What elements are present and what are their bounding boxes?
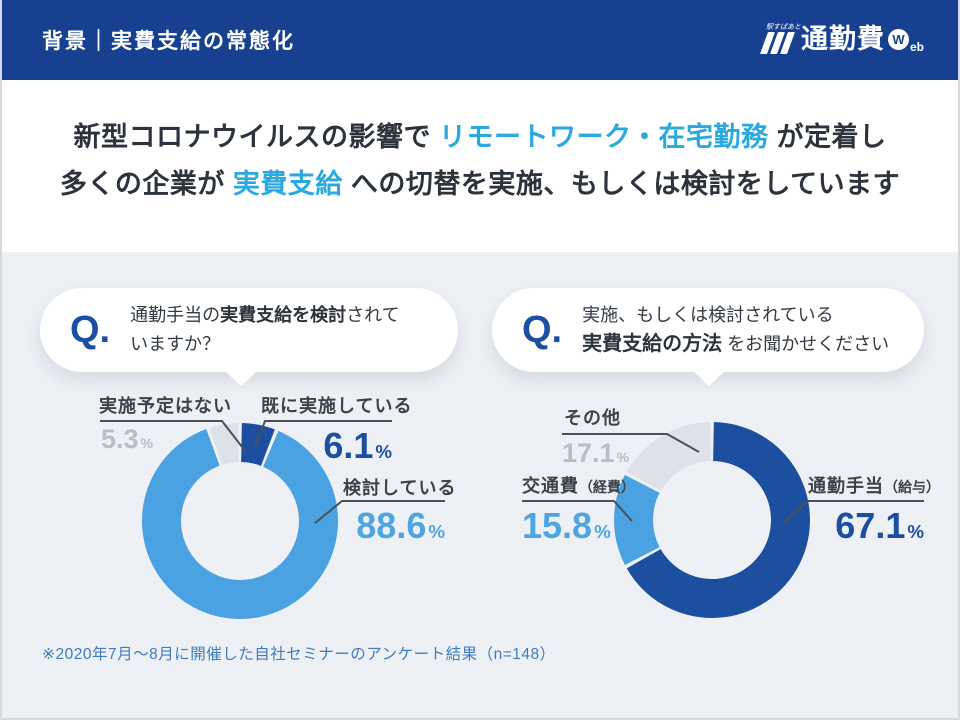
- connector-line: [782, 500, 924, 524]
- web-badge-icon: W: [887, 28, 909, 50]
- connector-line: [522, 500, 633, 522]
- connector-line: [254, 420, 392, 448]
- segment-label-kotsuhi: 交通費（経費）: [522, 476, 635, 496]
- headline-line-1: 新型コロナウイルスの影響で リモートワーク・在宅勤務 が定着し: [73, 122, 887, 152]
- segment-label-considering: 検討している: [343, 478, 457, 498]
- segment-label-teate: 通勤手当（給与）: [808, 476, 940, 496]
- segment-value-considering: 88.6%: [356, 505, 445, 546]
- q-mark: Q.: [70, 309, 111, 351]
- segment-value-kotsuhi: 15.8%: [522, 505, 611, 546]
- headline-highlight-jippi: 実費支給: [232, 169, 343, 199]
- brand-logo: 駅すぱあと 通勤費 W eb: [759, 23, 924, 54]
- connector-line: [100, 420, 247, 453]
- survey-section: Q. 通勤手当の実費支給を検討されて いますか？ Q. 実施、もしくは検討されて…: [2, 252, 958, 718]
- donut-left-svg: [100, 420, 445, 620]
- donut-right-slices: [614, 422, 811, 619]
- segment-label-other: その他: [564, 408, 621, 428]
- segment-value-other: 17.1%: [562, 438, 630, 468]
- segment-value-no-plan: 5.3%: [101, 424, 154, 454]
- footnote: ※2020年7月～8月に開催した自社セミナーのアンケート結果（n=148）: [42, 646, 556, 663]
- logo-brand-text: 通勤費: [800, 23, 885, 54]
- question-1-text: 通勤手当の実費支給を検討されて いますか？: [130, 305, 400, 354]
- donut-chart-left: 実施予定はない 5.3% 既に実施している 6.1% 検討している 88.6%: [87, 390, 477, 650]
- page-title: 背景｜実費支給の常態化: [42, 30, 295, 53]
- headline-highlight-remote: リモートワーク・在宅勤務: [439, 122, 769, 152]
- donut-segment: [241, 423, 275, 466]
- donut-segment: [614, 474, 660, 566]
- donut-left-slices: [142, 423, 339, 620]
- donut-segment: [626, 422, 811, 619]
- question-2-text: 実施、もしくは検討されている 実費支給の方法 をお聞かせください: [582, 305, 890, 355]
- q-mark: Q.: [522, 309, 563, 351]
- question-bubble-1: Q. 通勤手当の実費支給を検討されて いますか？: [40, 288, 458, 386]
- segment-value-already: 6.1%: [323, 425, 392, 466]
- donut-right-svg: [522, 422, 924, 619]
- segment-value-teate: 67.1%: [835, 505, 924, 546]
- headline-line-2: 多くの企業が 実費支給 への切替を実施、もしくは検討をしています: [59, 169, 901, 199]
- segment-label-already: 既に実施している: [261, 396, 413, 416]
- connector-line: [562, 433, 700, 453]
- question-bubble-2: Q. 実施、もしくは検討されている 実費支給の方法 をお聞かせください: [492, 288, 924, 386]
- header-bar: 背景｜実費支給の常態化 駅すぱあと 通勤費 W eb: [2, 0, 958, 80]
- logo-bars-icon: 駅すぱあと: [759, 24, 801, 54]
- donut-segment: [142, 429, 339, 620]
- segment-label-no-plan: 実施予定はない: [99, 396, 232, 416]
- donut-chart-right: その他 17.1% 交通費（経費） 15.8% 通勤手当（給与） 67.1%: [500, 390, 940, 650]
- logo-small-text: 駅すぱあと: [765, 24, 801, 31]
- donut-segment: [626, 422, 711, 491]
- headline-section: 新型コロナウイルスの影響で リモートワーク・在宅勤務 が定着し 多くの企業が 実…: [2, 80, 958, 252]
- connector-line: [314, 500, 445, 524]
- web-badge-text: eb: [909, 40, 924, 54]
